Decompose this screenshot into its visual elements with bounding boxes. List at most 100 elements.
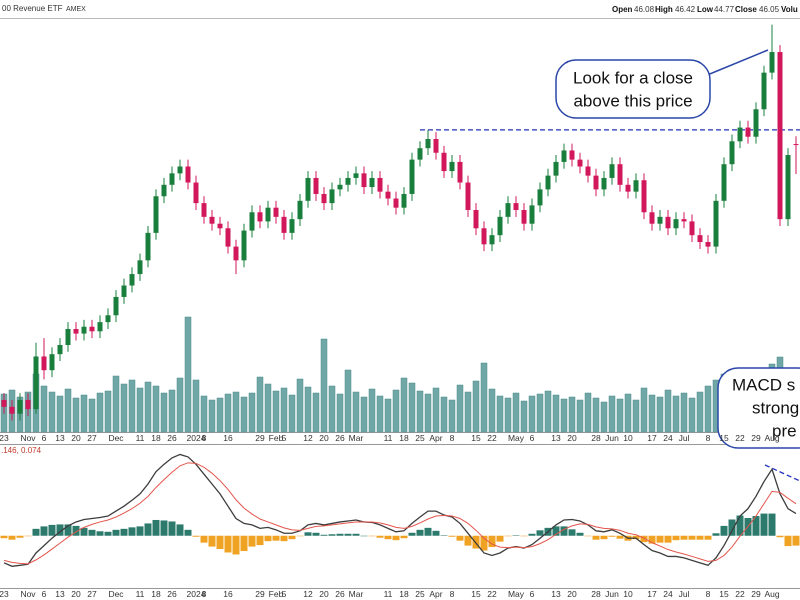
candle-body xyxy=(497,216,503,236)
candle-body xyxy=(609,164,615,178)
candle-body xyxy=(113,296,119,316)
candle-body xyxy=(721,164,727,201)
candle-body xyxy=(97,322,103,332)
callout-text: MACD s xyxy=(732,375,795,394)
volume-bar xyxy=(464,391,472,433)
x-tick-label: 6 xyxy=(530,589,535,599)
candle-body xyxy=(121,285,127,297)
candle-body xyxy=(545,175,551,190)
x-tick-label: 10 xyxy=(623,433,633,443)
candle-body xyxy=(241,230,247,261)
x-tick-label: Jun xyxy=(605,433,619,443)
candle-body xyxy=(425,139,431,149)
candle-body xyxy=(161,184,167,197)
candle-body xyxy=(465,182,471,210)
candle-body xyxy=(441,152,447,172)
macd-histogram-bar xyxy=(160,520,168,536)
candle-body xyxy=(225,228,231,247)
macd-histogram-bar xyxy=(152,519,160,536)
x-tick-label: 2024 xyxy=(187,589,206,599)
macd-histogram-bar xyxy=(408,532,416,536)
divergence-line xyxy=(764,464,800,482)
candle-body xyxy=(705,242,711,247)
volume-bar xyxy=(136,387,144,433)
candle-body xyxy=(657,216,663,224)
x-tick-label: Dec xyxy=(108,433,124,443)
macd-histogram-bar xyxy=(352,533,360,536)
x-tick-label: 20 xyxy=(71,433,81,443)
candle-body xyxy=(193,182,199,204)
macd-histogram-bar xyxy=(688,535,696,540)
x-tick-label: 17 xyxy=(647,433,657,443)
macd-histogram-bar xyxy=(696,535,704,540)
x-tick-label: Jul xyxy=(679,433,690,443)
macd-histogram-bar xyxy=(128,527,136,536)
candle-body xyxy=(201,203,207,217)
x-tick-label: 15 xyxy=(719,433,729,443)
macd-histogram-bar xyxy=(456,535,464,541)
volume-bar xyxy=(368,388,376,433)
volume-bar xyxy=(440,396,448,433)
exchange: AMEX xyxy=(66,6,86,13)
volume-bar xyxy=(568,396,576,433)
volume-bar xyxy=(200,395,208,433)
candle-body xyxy=(761,72,767,110)
volume-bar xyxy=(128,379,136,433)
candle-body xyxy=(305,177,311,201)
candle-body xyxy=(577,159,583,167)
macd-histogram-bar xyxy=(280,535,288,542)
volume-bar xyxy=(88,398,96,433)
candle-body xyxy=(9,406,15,414)
macd-histogram-bar xyxy=(312,532,320,536)
candle-body xyxy=(777,52,783,220)
x-tick-label: 12 xyxy=(303,589,313,599)
x-tick-label: 8 xyxy=(450,589,455,599)
x-tick-label: 10 xyxy=(623,589,633,599)
macd-histogram-bar xyxy=(168,521,176,536)
candle-body xyxy=(273,207,279,217)
macd-histogram-bar xyxy=(200,535,208,543)
volume-bar xyxy=(184,316,192,433)
macd-histogram-bar xyxy=(512,535,520,536)
macd-histogram-bar xyxy=(632,535,640,540)
volume-bar xyxy=(104,390,112,433)
x-tick-label: 11 xyxy=(384,589,393,599)
macd-histogram-bar xyxy=(288,535,296,540)
volume-bar xyxy=(256,376,264,433)
volume-bar xyxy=(208,399,216,433)
x-tick-label: 20 xyxy=(567,589,577,599)
candle-body xyxy=(361,173,367,188)
macd-histogram-bar xyxy=(424,527,432,536)
ohlc-label: Open xyxy=(612,5,633,14)
candle-body xyxy=(57,345,63,355)
x-tick-label: 24 xyxy=(663,433,673,443)
x-tick-label: 26 xyxy=(167,589,177,599)
macd-histogram-bar xyxy=(576,532,584,536)
candle-body xyxy=(129,274,135,286)
x-tick-label: 29 xyxy=(255,589,265,599)
macd-histogram-bar xyxy=(296,535,304,537)
x-tick-label: Nov xyxy=(20,589,36,599)
candle-body xyxy=(665,216,671,229)
x-tick-label: Nov xyxy=(20,433,36,443)
candle-body xyxy=(641,180,647,213)
x-tick-label: 29 xyxy=(255,433,265,443)
candle-body xyxy=(329,189,335,204)
x-tick-label: 20 xyxy=(71,589,81,599)
macd-histogram-bar xyxy=(96,531,104,536)
macd-histogram-bar xyxy=(568,529,576,536)
x-tick-label: 25 xyxy=(415,433,425,443)
macd-histogram-bar xyxy=(536,530,544,536)
candle-body xyxy=(673,219,679,229)
volume-bar xyxy=(384,398,392,433)
macd-histogram-bar xyxy=(376,535,384,538)
volume-bar xyxy=(360,396,368,433)
x-tick-label: Apr xyxy=(429,589,442,599)
candle-body xyxy=(481,228,487,245)
x-tick-label: 6 xyxy=(42,589,47,599)
macd-histogram-bar xyxy=(192,535,200,537)
x-tick-label: 23 xyxy=(0,433,9,443)
volume-bar xyxy=(520,400,528,433)
volume-bar xyxy=(544,390,552,433)
volume-bar xyxy=(584,392,592,433)
